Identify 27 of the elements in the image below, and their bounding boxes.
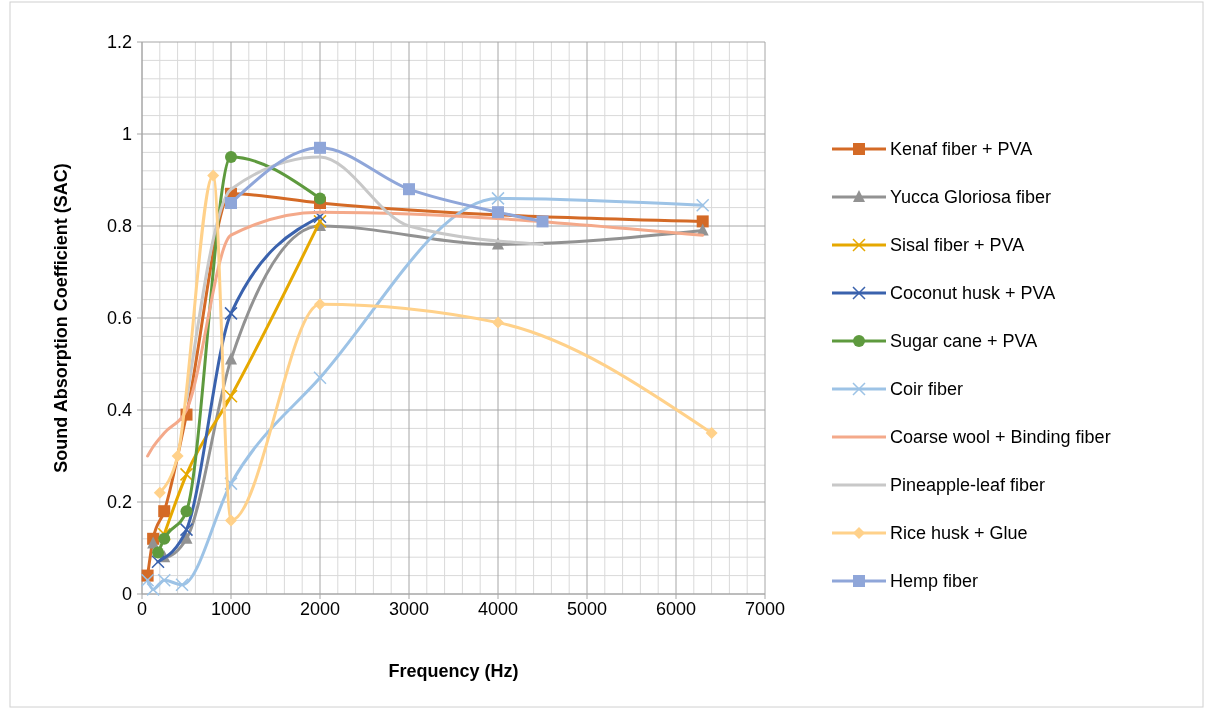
- legend-label: Coir fiber: [890, 379, 964, 399]
- y-tick-label: 0.8: [106, 216, 132, 236]
- x-tick-label: 2000: [299, 599, 341, 619]
- legend-label: Yucca Gloriosa fiber: [890, 187, 1052, 207]
- x-tick-label: 6000: [655, 599, 697, 619]
- legend-label: Sisal fiber + PVA: [890, 235, 1025, 255]
- legend-label: Coarse wool + Binding fiber: [890, 427, 1111, 447]
- x-tick-label: 0: [136, 599, 148, 619]
- y-tick-label: 0.2: [106, 492, 132, 512]
- y-tick-label: 1.2: [106, 32, 132, 52]
- legend-label: Pineapple-leaf fiber: [890, 475, 1046, 495]
- legend-label: Coconut husk + PVA: [890, 283, 1056, 303]
- x-tick-label: 5000: [566, 599, 608, 619]
- legend-label: Rice husk + Glue: [890, 523, 1028, 543]
- y-tick-label: 1: [121, 124, 132, 144]
- y-axis-title: Sound Absorption Coefficient (SAC): [51, 163, 71, 473]
- legend-label: Sugar cane + PVA: [890, 331, 1038, 351]
- x-tick-label: 3000: [388, 599, 430, 619]
- y-tick-label: 0.4: [106, 400, 132, 420]
- x-tick-label: 7000: [744, 599, 786, 619]
- x-axis-title: Frequency (Hz): [388, 661, 519, 681]
- legend-label: Hemp fiber: [890, 571, 979, 591]
- legend-label: Kenaf fiber + PVA: [890, 139, 1033, 159]
- x-tick-label: 4000: [477, 599, 519, 619]
- y-tick-label: 0.6: [106, 308, 132, 328]
- y-tick-label: 0: [121, 584, 132, 604]
- x-tick-label: 1000: [210, 599, 252, 619]
